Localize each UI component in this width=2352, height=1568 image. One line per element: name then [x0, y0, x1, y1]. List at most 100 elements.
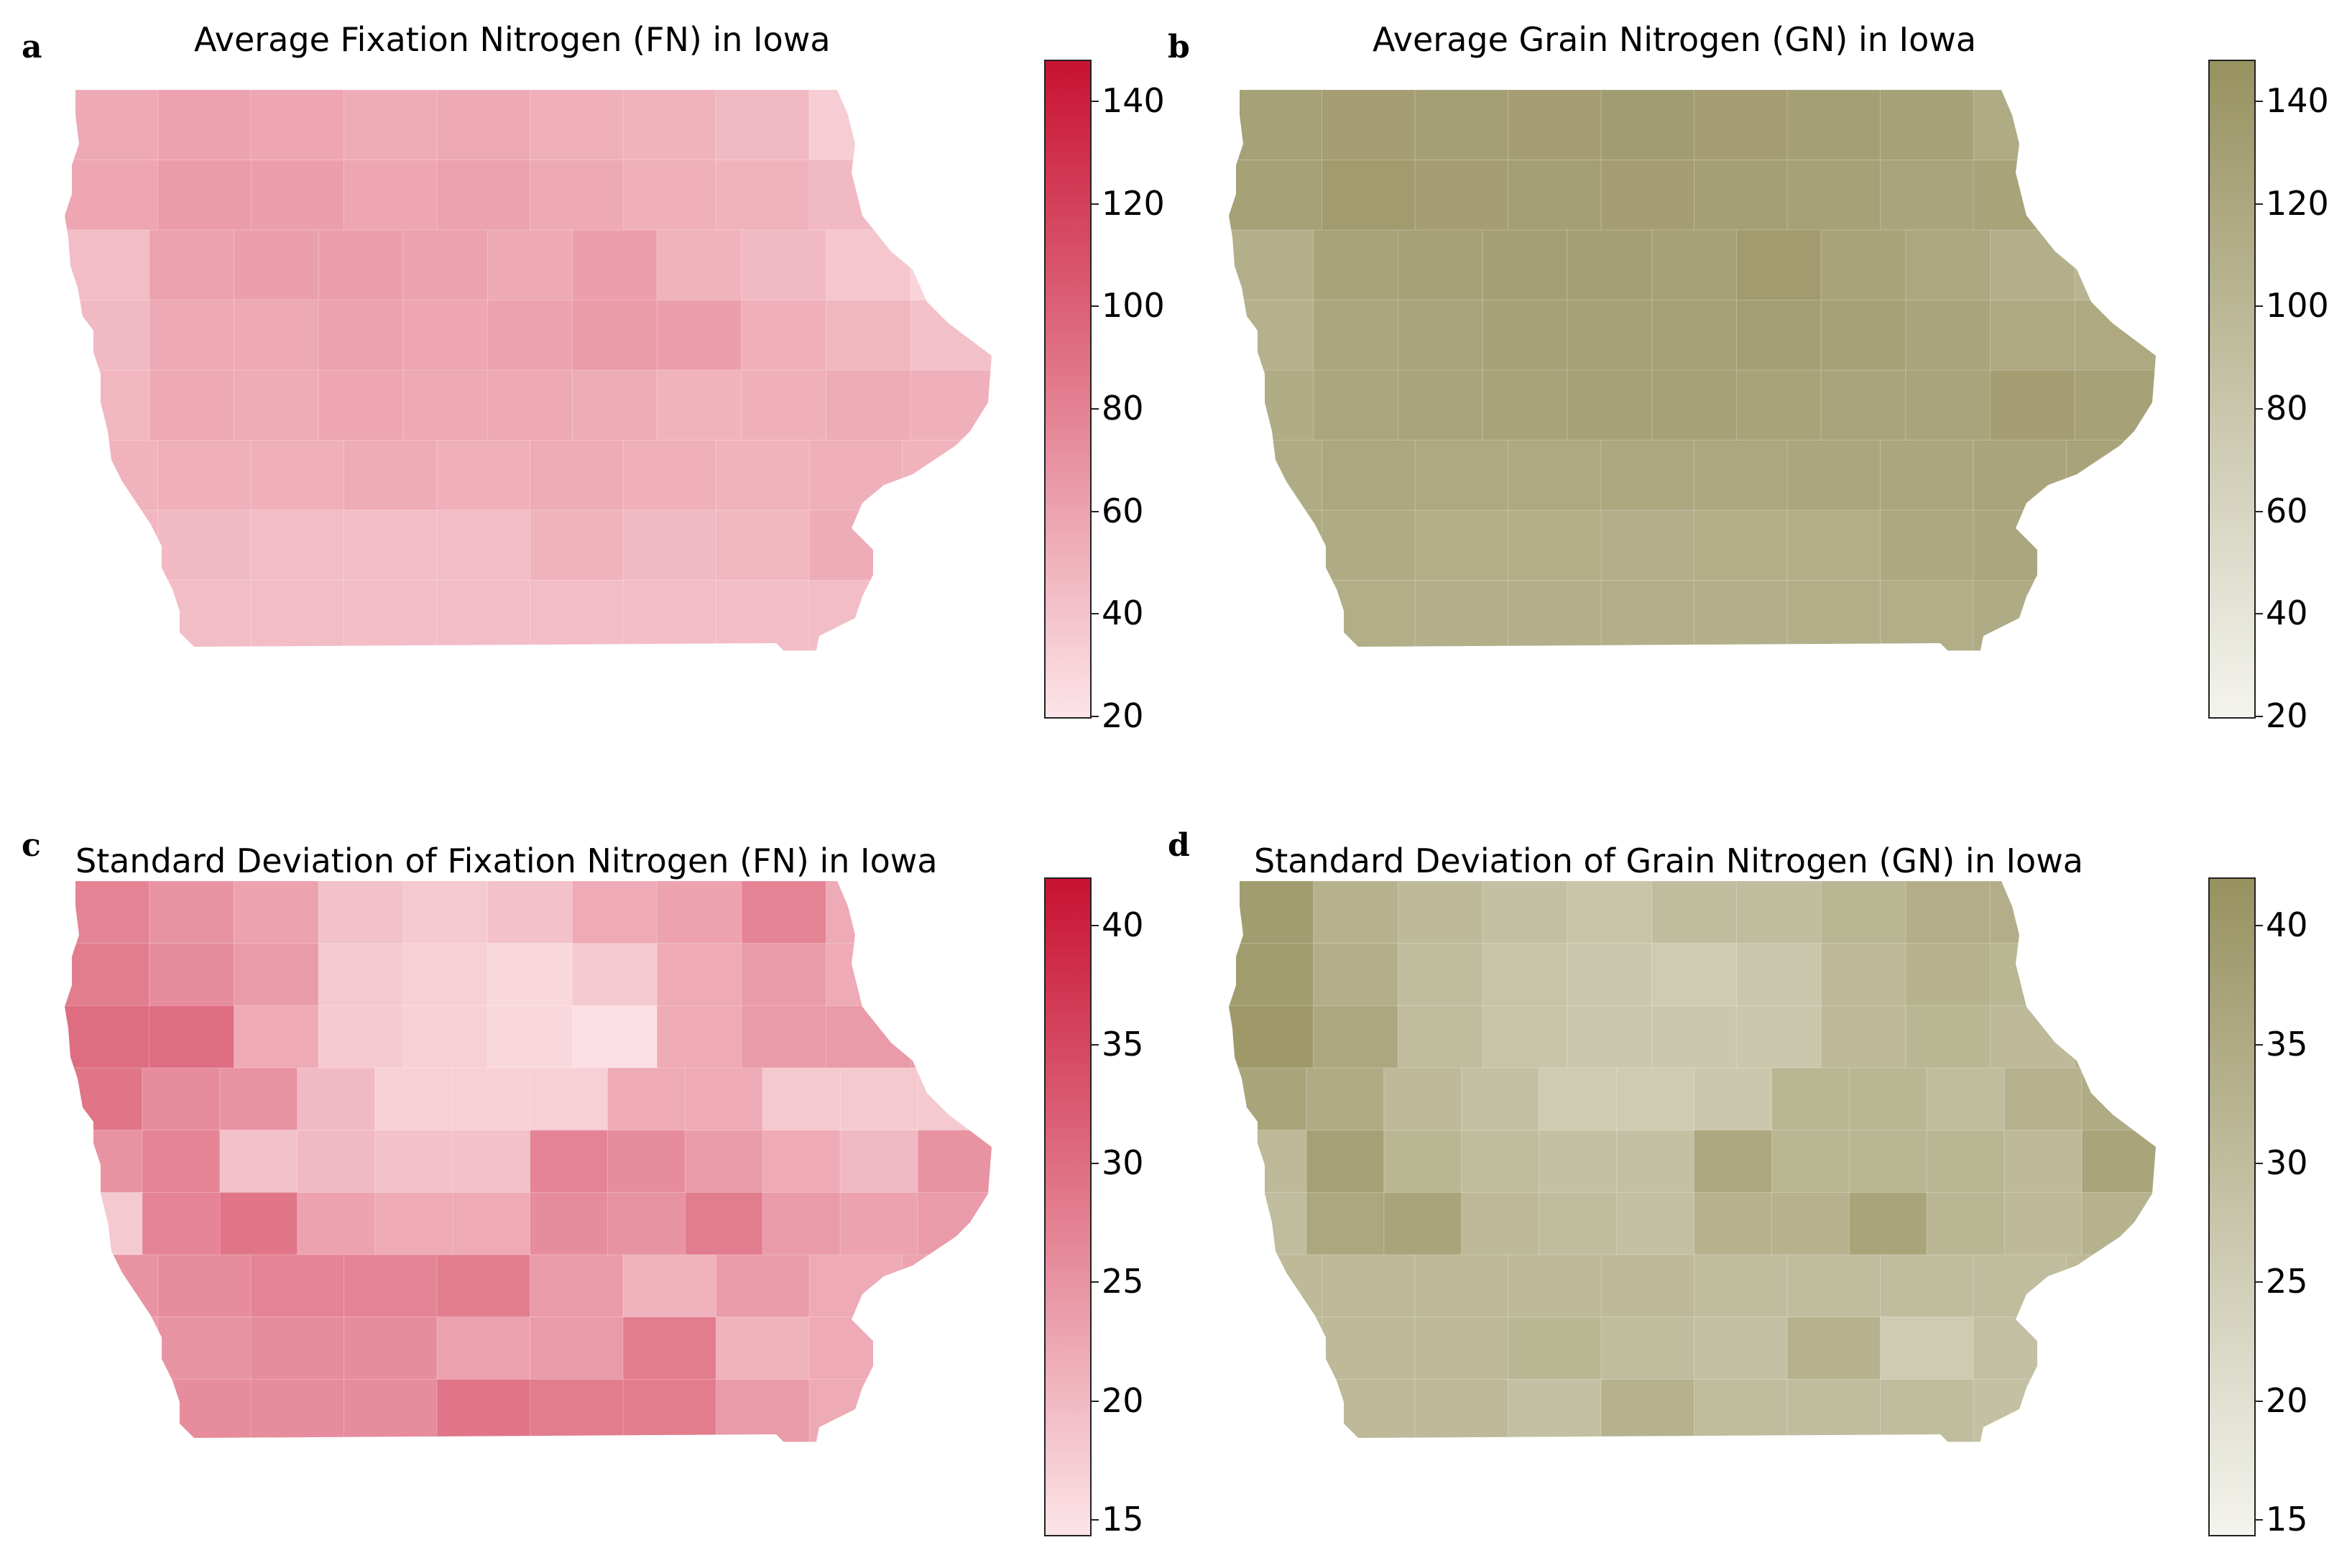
- county-cell: [1482, 369, 1568, 441]
- county-cell: [233, 300, 320, 371]
- county-cell: [1397, 369, 1484, 441]
- county-cell: [808, 580, 903, 651]
- county-cell: [1414, 1316, 1509, 1380]
- county-cell: [1616, 1191, 1695, 1255]
- county-cell: [1306, 1191, 1385, 1255]
- county-cell: [1482, 881, 1568, 944]
- county-cell: [808, 1254, 903, 1318]
- county-cell: [622, 440, 717, 511]
- county-cell: [530, 1191, 609, 1255]
- county-cell: [1567, 229, 1653, 301]
- county-cell: [1461, 1191, 1540, 1255]
- county-cell: [1694, 509, 1788, 581]
- county-cell: [1771, 1191, 1850, 1255]
- county-cell: [1229, 369, 1314, 441]
- county-cell: [65, 1254, 159, 1318]
- panel-title: Average Fixation Nitrogen (FN) in Iowa: [194, 20, 831, 59]
- colorbar-tick-mark: [1090, 203, 1099, 205]
- colorbar-tick-label: 25: [2266, 1262, 2308, 1301]
- county-cell: [1414, 580, 1509, 651]
- county-cell: [219, 1130, 298, 1194]
- county-cell: [1786, 509, 1881, 581]
- county-cell: [343, 1254, 438, 1318]
- county-cell: [808, 440, 903, 511]
- county-cell: [1397, 300, 1484, 371]
- county-cell: [436, 160, 531, 231]
- county-cell: [233, 1005, 320, 1069]
- county-cell: [1229, 440, 1323, 511]
- colorbar-tick-mark: [2254, 613, 2263, 615]
- county-cell: [1229, 881, 1314, 944]
- county-cell: [1926, 1130, 2006, 1194]
- county-cell: [1990, 943, 2076, 1007]
- county-cell: [1600, 509, 1695, 581]
- county-cell: [1848, 1067, 1928, 1131]
- county-cell: [1229, 1005, 1314, 1069]
- county-cell: [2066, 440, 2156, 511]
- county-cell: [1651, 881, 1738, 944]
- county-cell: [741, 1005, 827, 1069]
- county-cell: [65, 1067, 143, 1131]
- iowa-choropleth-map: [1229, 90, 2156, 651]
- county-cell: [1306, 1067, 1385, 1131]
- county-cell: [1771, 1130, 1850, 1194]
- panel-c: c Standard Deviation of Fixation Nitroge…: [0, 784, 1176, 1568]
- colorbar-tick-label: 120: [1102, 183, 1165, 223]
- county-cell: [1414, 509, 1509, 581]
- county-cell: [808, 509, 903, 581]
- county-cell: [1820, 229, 1906, 301]
- county-cell: [1905, 300, 1991, 371]
- colorbar-tick-mark: [1090, 1519, 1099, 1521]
- county-cell: [219, 1191, 298, 1255]
- county-cell: [902, 509, 992, 581]
- county-cell: [1694, 90, 1788, 161]
- county-cell: [530, 1130, 609, 1194]
- county-cell: [1694, 1191, 1773, 1255]
- county-cell: [1905, 1005, 1991, 1069]
- county-cell: [1973, 1254, 2067, 1318]
- county-cell: [219, 1067, 298, 1131]
- colorbar-tick-mark: [1090, 925, 1099, 927]
- colorbar-tick-mark: [2254, 101, 2263, 103]
- colorbar-tick-label: 140: [1102, 81, 1165, 121]
- county-cell: [1651, 943, 1738, 1007]
- county-cell: [571, 881, 658, 944]
- county-cell: [684, 1067, 764, 1131]
- county-cell: [1482, 300, 1568, 371]
- county-cell: [374, 1067, 453, 1131]
- panel-a: a Average Fixation Nitrogen (FN) in Iowa…: [0, 0, 1176, 784]
- county-cell: [1508, 1316, 1602, 1380]
- county-cell: [1482, 1005, 1568, 1069]
- county-cell: [402, 881, 489, 944]
- county-cell: [1229, 300, 1314, 371]
- county-cell: [297, 1130, 376, 1194]
- county-cell: [1397, 229, 1484, 301]
- county-cell: [1397, 1005, 1484, 1069]
- county-cell: [1651, 1005, 1738, 1069]
- county-cell: [1539, 1191, 1618, 1255]
- panel-letter: d: [1168, 827, 1190, 864]
- county-cell: [297, 1191, 376, 1255]
- county-cell: [487, 300, 573, 371]
- county-cell: [1820, 300, 1906, 371]
- county-cell: [1820, 881, 1906, 944]
- county-cell: [2081, 1130, 2156, 1194]
- colorbar: [1044, 60, 1092, 719]
- county-cell: [2066, 1316, 2156, 1380]
- county-cell: [1973, 90, 2067, 161]
- county-cell: [1880, 1254, 1974, 1318]
- county-cell: [656, 943, 742, 1007]
- county-cell: [318, 229, 404, 301]
- county-cell: [250, 90, 345, 161]
- county-cell: [2066, 1254, 2156, 1318]
- panel-letter: c: [22, 827, 41, 864]
- county-cell: [2066, 580, 2156, 651]
- county-cell: [716, 160, 810, 231]
- county-cell: [716, 580, 810, 651]
- county-cell: [1600, 160, 1695, 231]
- county-cell: [1508, 440, 1602, 511]
- county-cell: [1651, 369, 1738, 441]
- colorbar-tick-label: 60: [2266, 491, 2308, 530]
- county-cell: [2074, 943, 2156, 1007]
- colorbar-tick-label: 140: [2266, 81, 2329, 121]
